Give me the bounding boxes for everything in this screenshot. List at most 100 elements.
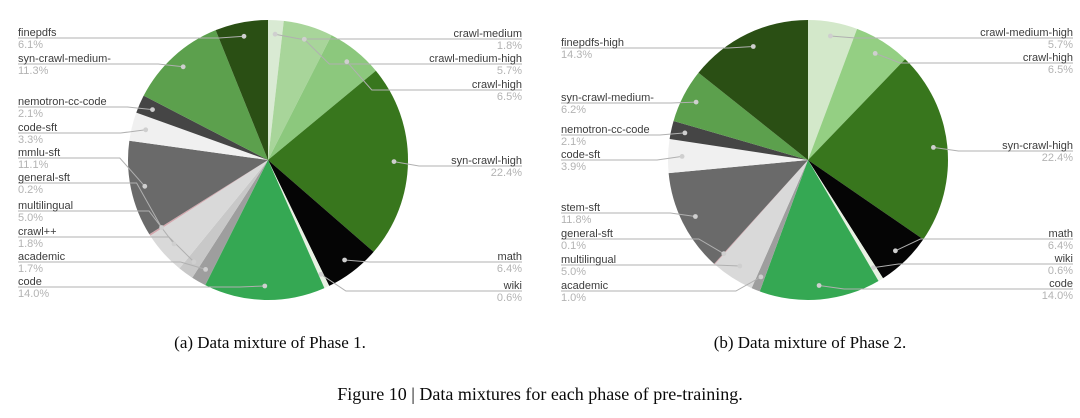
slice-label-math: math [1049,228,1073,240]
leader-dot-multilingual [737,263,743,269]
pie-slice-crawl-medium-high [268,20,332,160]
leader-dot-crawl-medium-high [828,33,833,39]
slice-label-crawl-medium-high: crawl-medium-high [429,53,522,65]
leader-dot-code-sft [679,154,685,159]
leader-line-crawl-high [875,52,1073,64]
leader-line-general-sft [18,182,163,228]
leader-line-wiki [320,273,522,292]
leader-dot-math [893,248,898,254]
leader-dot-syn-crawl-medium- [693,99,699,105]
slice-label-multilingual: multilingual [561,254,616,266]
leader-dot-code-sft [143,127,149,133]
pie-slice-code [759,160,879,300]
slice-label-crawl-high: crawl-high [1023,52,1073,64]
slice-pct-syn-crawl-medium-: 6.2% [561,104,586,116]
pie-slice-wiki [808,160,884,281]
leader-line-code-sft [18,129,146,134]
slice-pct-wiki: 0.6% [1048,265,1073,277]
slice-label-syn-crawl-high: syn-crawl-high [1002,140,1073,152]
leader-line-stem-sft [561,212,696,217]
slice-pct-crawl-medium-high: 5.7% [497,65,522,77]
leader-line-academic [561,276,762,292]
slice-label-syn-crawl-medium-: syn-crawl-medium- [18,53,111,65]
slice-pct-code-sft: 3.9% [561,161,586,173]
slice-pct-crawl-medium: 1.8% [497,40,522,52]
slice-label-nemotron-cc-code: nemotron-cc-code [18,96,107,108]
slice-pct-mmlu-sft: 11.1% [18,159,49,171]
pie-slice-nemotron-cc-code [136,95,268,160]
slice-label-math: math [498,251,522,263]
pie-slice-academic [751,160,808,292]
slice-label-crawl-high: crawl-high [472,79,522,91]
pie-slice-general-sft [714,160,808,265]
leader-dot-multilingual [171,241,177,247]
leader-line-syn-crawl-high [933,146,1073,152]
slice-label-academic: academic [18,251,66,263]
pie-chart-phase-1-canvas: crawl-medium1.8%crawl-medium-high5.7%cra… [18,19,522,304]
slice-pct-code-sft: 3.3% [18,134,43,146]
pie-slice-mmlu-sft [128,140,268,235]
leader-line-code-sft [561,155,683,161]
slice-label-wiki: wiki [1054,253,1073,265]
leader-line-syn-crawl-medium- [561,101,697,104]
slice-label-finepdfs-high: finepdfs-high [561,37,624,49]
slice-label-general-sft: general-sft [561,228,613,240]
pie-slice-code [205,160,325,300]
pie-slice-code-sft [667,138,808,174]
leader-line-general-sft [561,238,725,255]
leader-line-multilingual [561,264,740,267]
leader-dot-stem-sft [693,214,698,219]
leader-line-crawl-medium-high [830,35,1073,39]
pie-slice-crawl-high [268,35,376,161]
slice-pct-crawl-high: 6.5% [497,91,522,103]
pie-slice-multilingual [714,160,808,289]
leader-line-math [895,238,1073,252]
leader-dot-mmlu-sft [142,183,148,189]
leader-line-code [18,285,265,288]
slice-label-mmlu-sft: mmlu-sft [18,147,60,159]
slice-label-nemotron-cc-code: nemotron-cc-code [561,124,650,136]
leader-dot-academic [203,267,209,272]
slice-label-syn-crawl-high: syn-crawl-high [451,155,522,167]
slice-pct-code: 14.0% [18,288,49,300]
leader-dot-nemotron-cc-code [682,130,688,136]
leader-dot-code [816,283,822,288]
leader-line-mmlu-sft [18,157,146,187]
leader-line-wiki [873,263,1073,269]
slice-label-code-sft: code-sft [18,122,57,134]
pie-slice-syn-crawl-medium- [143,30,268,160]
slice-label-crawl++: crawl++ [18,226,57,238]
slice-label-crawl-medium-high: crawl-medium-high [980,27,1073,39]
pie-slice-crawl-medium [268,19,284,160]
leader-dot-syn-crawl-medium- [180,64,186,70]
leader-dot-crawl-high [872,51,878,56]
figure-caption: Figure 10 | Data mixtures for each phase… [337,384,743,404]
pie-slice-syn-crawl-medium- [673,72,808,160]
slice-label-finepdfs: finepdfs [18,27,57,39]
leader-dot-crawl-medium [272,31,278,37]
leader-dot-syn-crawl-high [391,159,397,165]
leader-dot-wiki [871,265,876,270]
slice-pct-nemotron-cc-code: 2.1% [561,136,586,148]
slice-label-general-sft: general-sft [18,172,70,184]
leader-line-crawl-high [346,61,522,91]
leader-line-crawl-medium [275,33,522,40]
leader-dot-general-sft [159,225,165,230]
slice-pct-crawl-medium-high: 5.7% [1048,39,1073,51]
pie-slice-stem-sft [668,160,808,264]
leader-line-academic [18,261,206,270]
leader-line-code [819,285,1073,290]
slice-pct-wiki: 0.6% [497,292,522,304]
pie-slice-math [268,160,374,286]
slice-pct-stem-sft: 11.8% [561,214,592,226]
pie-slice-syn-crawl-high [268,70,409,252]
leader-line-multilingual [18,210,175,245]
slice-label-code: code [1049,278,1073,290]
subcaption-b: (b) Data mixture of Phase 2. [713,333,907,352]
leader-dot-wiki [318,271,324,277]
leader-line-nemotron-cc-code [18,106,153,111]
slice-pct-nemotron-cc-code: 2.1% [18,108,43,120]
leader-line-nemotron-cc-code [561,132,685,136]
leader-dot-finepdfs-high [750,44,756,49]
